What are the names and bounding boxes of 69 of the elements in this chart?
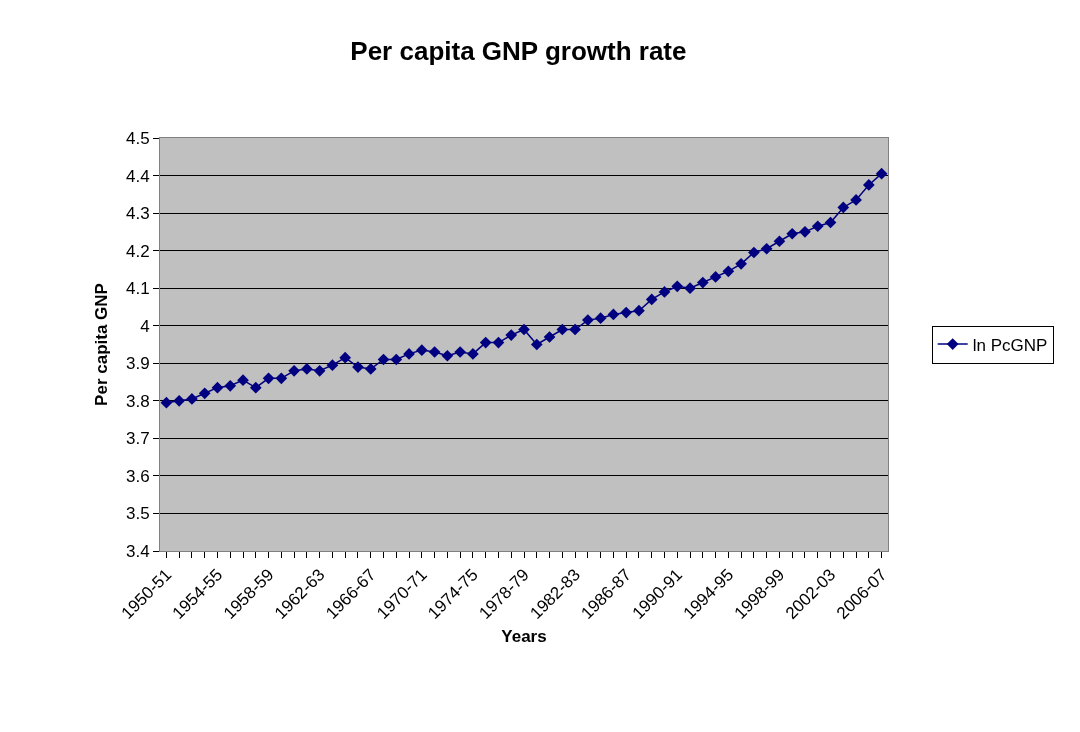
point [773, 235, 786, 248]
y-tick-label: 3.7 [125, 429, 150, 449]
point [428, 346, 441, 358]
point [862, 179, 875, 191]
point [530, 338, 543, 351]
point [582, 314, 594, 326]
point [671, 280, 684, 293]
point [556, 323, 569, 336]
point [684, 282, 696, 295]
point [620, 306, 633, 319]
point [211, 381, 224, 394]
point [748, 246, 760, 259]
y-tick-label: 3.6 [125, 466, 150, 486]
point [594, 312, 607, 325]
point [237, 374, 249, 387]
point [824, 216, 837, 229]
point [275, 372, 288, 385]
legend-label: ln PcGNP [972, 335, 1048, 355]
point [288, 364, 300, 377]
point [760, 242, 773, 255]
point [377, 353, 390, 366]
point [696, 276, 709, 289]
y-tick-label: 4.1 [125, 279, 150, 299]
point [173, 394, 186, 407]
point [415, 344, 428, 356]
point [492, 336, 505, 349]
point [837, 201, 850, 214]
point [518, 323, 530, 336]
point [403, 348, 415, 360]
point [249, 381, 262, 394]
point [799, 226, 811, 238]
y-tick-label: 4.3 [125, 204, 150, 224]
y-tick-label: 4.5 [125, 128, 150, 148]
point [645, 293, 658, 306]
point [786, 227, 799, 240]
point [198, 387, 211, 400]
chart-title: Per capita GNP growth rate [350, 36, 687, 67]
y-tick-label: 3.8 [125, 391, 150, 411]
point [543, 331, 556, 343]
point [364, 363, 377, 375]
point [390, 353, 403, 366]
point [658, 286, 671, 298]
point [441, 349, 454, 362]
y-tick-label: 3.5 [125, 504, 150, 524]
point [709, 271, 722, 283]
point [875, 167, 888, 180]
point [301, 363, 313, 375]
y-tick-label: 3.9 [125, 354, 150, 374]
point [722, 265, 735, 278]
point [735, 257, 747, 270]
point [811, 220, 824, 233]
point [569, 323, 581, 336]
x-axis-title: Years [501, 627, 547, 647]
point [339, 351, 352, 364]
point [224, 379, 237, 392]
y-tick-label: 4 [140, 316, 150, 336]
point [479, 336, 492, 349]
point [505, 329, 518, 341]
point [607, 308, 620, 321]
point [467, 348, 479, 360]
y-tick-label: 3.4 [125, 541, 150, 561]
y-tick-label: 4.4 [125, 166, 150, 186]
point [313, 364, 326, 377]
point [262, 372, 275, 385]
point [633, 304, 645, 317]
y-axis-title: Per capita GNP [91, 283, 111, 406]
y-tick-label: 4.2 [125, 241, 150, 261]
point [160, 396, 173, 409]
point [326, 359, 339, 371]
